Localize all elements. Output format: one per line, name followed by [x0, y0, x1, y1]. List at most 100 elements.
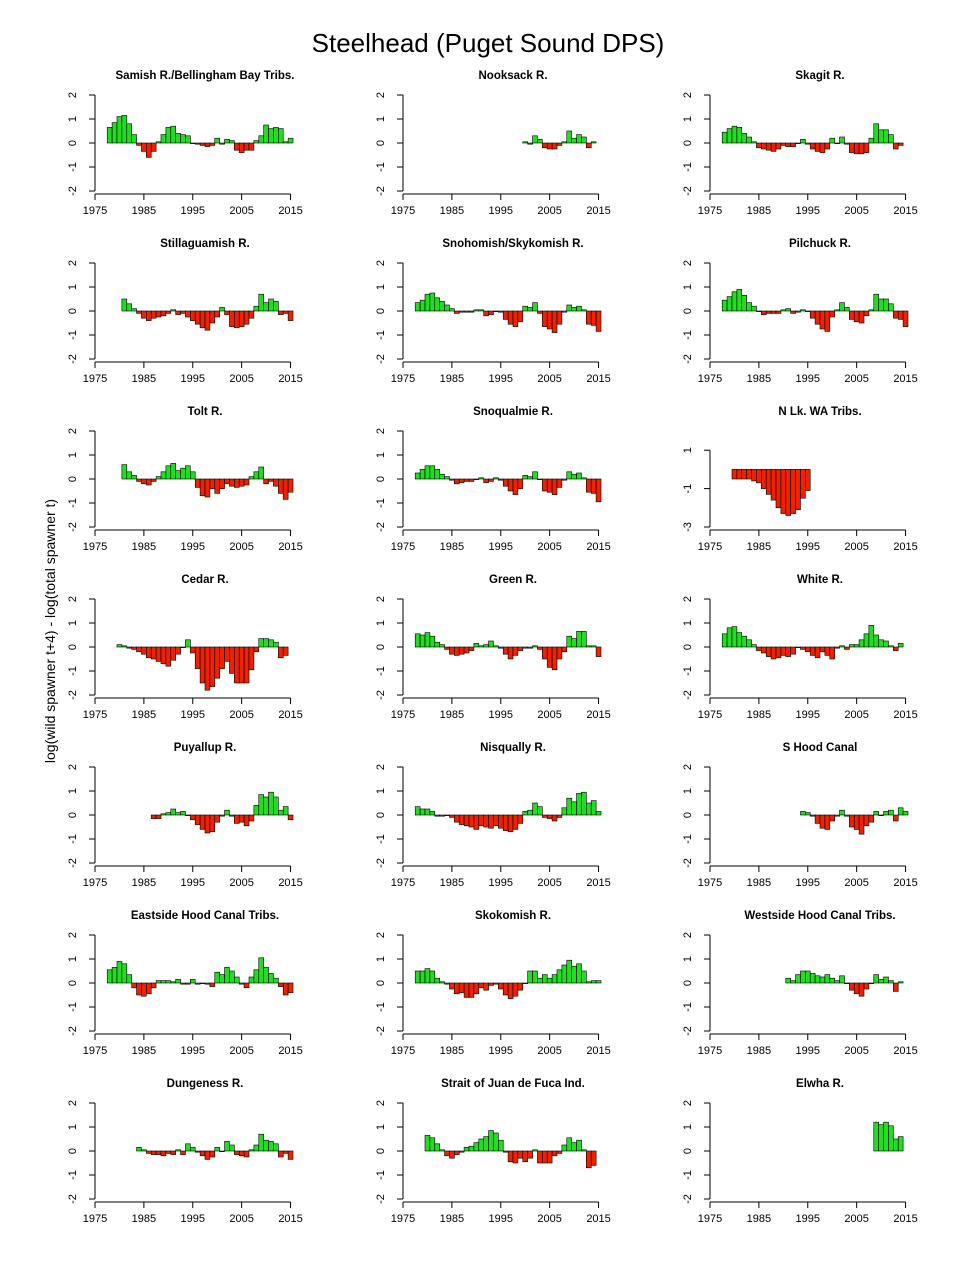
bar: [507, 1150, 514, 1163]
bar: [449, 478, 455, 481]
y-tick-label: 1: [682, 1124, 694, 1130]
y-tick-label: -1: [682, 1002, 694, 1012]
bar: [726, 128, 733, 144]
bar: [214, 137, 220, 144]
x-tick-label: 1975: [391, 1213, 415, 1225]
bar: [219, 142, 225, 145]
bar: [429, 970, 436, 984]
bar: [185, 465, 191, 480]
x-tick-label: 1975: [698, 373, 722, 385]
bar: [839, 136, 845, 144]
y-tick-label: 0: [67, 140, 79, 146]
y-tick-label: 1: [375, 452, 387, 458]
y-tick-label: 1: [67, 116, 79, 122]
bar: [263, 478, 269, 485]
bar: [488, 982, 494, 986]
bar: [194, 142, 201, 145]
bar: [590, 310, 597, 326]
bar: [522, 646, 528, 649]
y-tick-label: -1: [682, 330, 694, 340]
bar: [858, 310, 865, 324]
bar: [561, 807, 568, 816]
bar: [282, 1150, 289, 1154]
bar: [204, 142, 211, 147]
bar: [185, 135, 191, 144]
bar: [463, 1147, 470, 1152]
bar: [190, 310, 196, 321]
bar: [209, 814, 216, 833]
panel-title: Samish R./Bellingham Bay Tribs.: [116, 70, 295, 82]
bar: [214, 310, 220, 318]
bar: [273, 641, 279, 648]
bar: [527, 476, 533, 480]
bar: [542, 646, 548, 660]
y-tick-label: 0: [682, 308, 694, 314]
x-tick-label: 1975: [83, 205, 107, 217]
bar: [775, 142, 782, 150]
bar: [478, 982, 484, 989]
y-tick-label: 1: [682, 116, 694, 122]
bar: [853, 644, 860, 648]
bar: [556, 142, 563, 146]
bar: [258, 957, 264, 984]
bar: [243, 646, 250, 684]
bar: [141, 1149, 147, 1152]
bar: [756, 469, 762, 484]
bar: [414, 302, 421, 312]
bar: [829, 137, 835, 144]
bar: [429, 811, 436, 816]
x-tick-label: 1995: [181, 709, 205, 721]
x-tick-label: 2005: [229, 709, 253, 721]
bar: [209, 646, 216, 687]
y-tick-label: 2: [682, 764, 694, 770]
bar: [150, 814, 157, 819]
bar: [282, 141, 289, 144]
bar: [429, 465, 436, 480]
bar: [429, 292, 436, 312]
bar: [581, 791, 587, 816]
bar: [726, 296, 733, 312]
bar: [180, 982, 186, 985]
bar: [893, 646, 899, 651]
bar: [146, 478, 152, 486]
bar: [532, 1149, 538, 1152]
bar: [429, 1137, 436, 1152]
bar: [897, 310, 904, 320]
bar: [419, 808, 426, 816]
bar: [751, 305, 757, 312]
bar: [581, 631, 587, 648]
x-tick-label: 2005: [229, 877, 253, 889]
bar: [809, 814, 816, 817]
bar: [741, 295, 747, 312]
panel-title: Green R.: [489, 574, 537, 586]
x-tick-label: 1975: [391, 541, 415, 553]
bar: [424, 1135, 431, 1152]
bar: [566, 471, 572, 480]
bar: [888, 645, 894, 648]
bar: [209, 142, 216, 146]
bar: [458, 478, 465, 483]
bar: [800, 970, 806, 984]
y-tick-label: 2: [375, 1100, 387, 1106]
bar: [160, 646, 167, 665]
bar: [204, 814, 211, 834]
bar: [883, 976, 889, 984]
bar: [839, 302, 845, 312]
y-tick-label: -2: [67, 1026, 79, 1036]
bar: [243, 142, 250, 151]
bar: [493, 310, 499, 312]
y-tick-label: -2: [682, 858, 694, 868]
bar: [185, 310, 191, 318]
bar: [219, 307, 225, 312]
bar: [248, 646, 255, 671]
y-tick-label: 0: [375, 980, 387, 986]
bar: [234, 646, 240, 684]
bar: [170, 646, 176, 661]
bar: [590, 1150, 597, 1166]
bar: [834, 980, 840, 984]
bar: [165, 980, 172, 984]
y-tick-label: -2: [67, 858, 79, 868]
bar: [576, 472, 582, 480]
bar: [576, 305, 582, 312]
y-tick-label: -1: [375, 1170, 387, 1180]
